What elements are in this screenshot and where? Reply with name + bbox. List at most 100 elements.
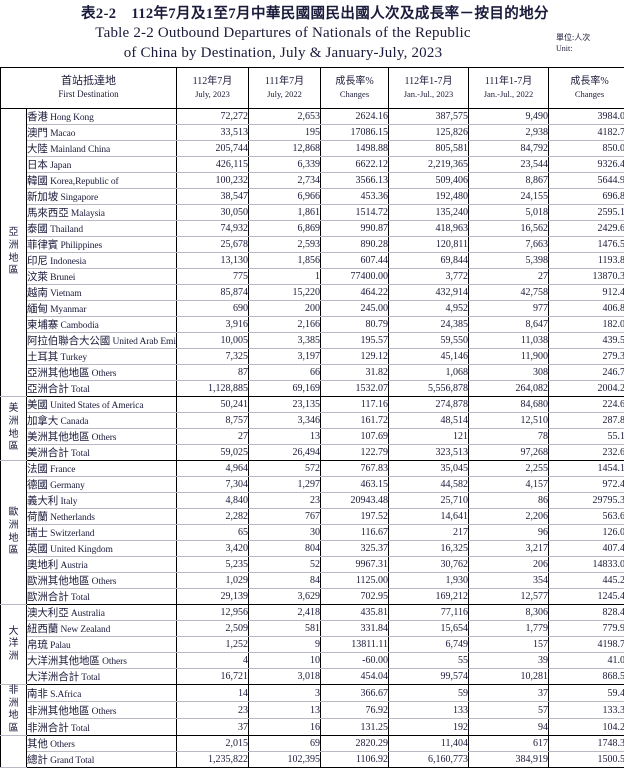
value-cell: 617 bbox=[469, 736, 549, 752]
value-cell: 7,304 bbox=[177, 477, 249, 493]
destination-cell: 泰國 Thailand bbox=[27, 221, 177, 237]
value-cell: 77400.00 bbox=[321, 269, 389, 285]
value-cell: 78 bbox=[469, 429, 549, 445]
value-cell: 1,779 bbox=[469, 621, 549, 637]
value-cell: 16 bbox=[249, 719, 321, 736]
value-cell: 2429.66 bbox=[549, 221, 624, 237]
value-cell: 287.80 bbox=[549, 413, 624, 429]
region-label-char: 區 bbox=[1, 265, 26, 278]
destination-cell: 亞洲合計 Total bbox=[27, 381, 177, 397]
value-cell: 972.46 bbox=[549, 477, 624, 493]
column-header-changes-monthly: 成長率% Changes bbox=[321, 68, 389, 109]
destination-name-cn: 亞洲合計 bbox=[27, 384, 69, 395]
value-cell: 116.67 bbox=[321, 525, 389, 541]
value-cell: 24,385 bbox=[389, 317, 469, 333]
column-header-jul-2023: 112年7月 July, 2023 bbox=[177, 68, 249, 109]
value-cell: 195.57 bbox=[321, 333, 389, 349]
value-cell: 246.75 bbox=[549, 365, 624, 381]
value-cell: 76.92 bbox=[321, 702, 389, 719]
value-cell: 121 bbox=[389, 429, 469, 445]
destination-cell: 英國 United Kingdom bbox=[27, 541, 177, 557]
value-cell: 74,932 bbox=[177, 221, 249, 237]
destination-name-cn: 其他 bbox=[27, 739, 48, 750]
region-label-char: 洲 bbox=[1, 651, 26, 664]
destination-cell: 荷蘭 Netherlands bbox=[27, 509, 177, 525]
value-cell: 6,749 bbox=[389, 637, 469, 653]
destination-cell: 其他 Others bbox=[27, 736, 177, 752]
value-cell: 2,593 bbox=[249, 237, 321, 253]
region-label-char: 非 bbox=[1, 685, 26, 698]
value-cell: 8,757 bbox=[177, 413, 249, 429]
column-header-changes-cumulative-en: Changes bbox=[549, 88, 624, 100]
destination-cell: 亞洲其他地區 Others bbox=[27, 365, 177, 381]
column-header-jul-2022: 111年7月 July, 2022 bbox=[249, 68, 321, 109]
value-cell: 1,856 bbox=[249, 253, 321, 269]
destination-cell: 香港 Hong Kong bbox=[27, 109, 177, 125]
destination-name-cn: 歐洲合計 bbox=[27, 592, 69, 603]
value-cell: 11,404 bbox=[389, 736, 469, 752]
value-cell: 1245.41 bbox=[549, 589, 624, 605]
value-cell: 44,582 bbox=[389, 477, 469, 493]
destination-name-en: Austria bbox=[58, 561, 88, 571]
destination-name-cn: 美國 bbox=[27, 400, 48, 411]
value-cell: 2,255 bbox=[469, 461, 549, 477]
value-cell: 828.44 bbox=[549, 605, 624, 621]
value-cell: 3,772 bbox=[389, 269, 469, 285]
value-cell: 607.44 bbox=[321, 253, 389, 269]
value-cell: 1193.89 bbox=[549, 253, 624, 269]
destination-name-cn: 印尼 bbox=[27, 256, 48, 267]
value-cell: 16,325 bbox=[389, 541, 469, 557]
value-cell: 3,346 bbox=[249, 413, 321, 429]
destination-name-cn: 阿拉伯聯合大公國 bbox=[27, 336, 110, 347]
destination-name-en: Mainland China bbox=[48, 145, 110, 155]
value-cell: 4,964 bbox=[177, 461, 249, 477]
destination-name-en: Philippines bbox=[58, 241, 102, 251]
value-cell: 12,868 bbox=[249, 141, 321, 157]
destination-cell: 日本 Japan bbox=[27, 157, 177, 173]
value-cell: 35,045 bbox=[389, 461, 469, 477]
destination-name-cn: 越南 bbox=[27, 288, 48, 299]
destination-name-en: Malaysia bbox=[69, 209, 105, 219]
value-cell: 3984.04 bbox=[549, 109, 624, 125]
value-cell: 563.69 bbox=[549, 509, 624, 525]
value-cell: 52 bbox=[249, 557, 321, 573]
column-header-destination-en: First Destination bbox=[1, 88, 176, 101]
region-label: 歐洲地區 bbox=[1, 461, 27, 605]
value-cell: 384,919 bbox=[469, 752, 549, 768]
value-cell: 59,025 bbox=[177, 445, 249, 461]
value-cell: 13 bbox=[249, 429, 321, 445]
value-cell: 25,710 bbox=[389, 493, 469, 509]
region-label-char: 洲 bbox=[1, 416, 26, 429]
value-cell: 107.69 bbox=[321, 429, 389, 445]
value-cell: 23,135 bbox=[249, 397, 321, 413]
value-cell: 6622.12 bbox=[321, 157, 389, 173]
value-cell: 104.26 bbox=[549, 719, 624, 736]
value-cell: 10,005 bbox=[177, 333, 249, 349]
destination-name-cn: 韓國 bbox=[27, 176, 48, 187]
value-cell: 696.85 bbox=[549, 189, 624, 205]
value-cell: 3 bbox=[249, 685, 321, 702]
column-header-changes-cumulative: 成長率% Changes bbox=[549, 68, 624, 109]
unit-note: 單位:人次 Unit: bbox=[556, 32, 618, 54]
value-cell: 41.03 bbox=[549, 653, 624, 669]
value-cell: 84,792 bbox=[469, 141, 549, 157]
column-header-jul-2022-cn: 111年7月 bbox=[249, 76, 320, 88]
destination-name-cn: 法國 bbox=[27, 464, 48, 475]
value-cell: 14 bbox=[177, 685, 249, 702]
value-cell: 418,963 bbox=[389, 221, 469, 237]
value-cell: 24,155 bbox=[469, 189, 549, 205]
destination-name-cn: 非洲其他地區 bbox=[27, 706, 89, 717]
value-cell: 13870.37 bbox=[549, 269, 624, 285]
destination-name-en: Switzerland bbox=[48, 529, 95, 539]
value-cell: 1,029 bbox=[177, 573, 249, 589]
value-cell: 990.87 bbox=[321, 221, 389, 237]
value-cell: 10,281 bbox=[469, 669, 549, 685]
value-cell: 464.22 bbox=[321, 285, 389, 301]
value-cell: 4182.71 bbox=[549, 125, 624, 141]
region-label-char: 地 bbox=[1, 429, 26, 442]
value-cell: 2595.10 bbox=[549, 205, 624, 221]
